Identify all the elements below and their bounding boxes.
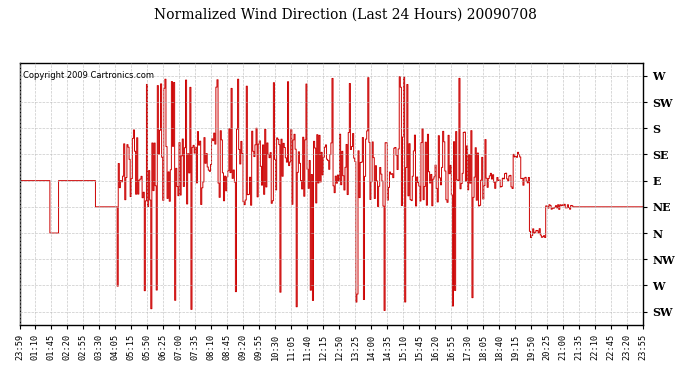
Text: Normalized Wind Direction (Last 24 Hours) 20090708: Normalized Wind Direction (Last 24 Hours… bbox=[154, 8, 536, 21]
Text: Copyright 2009 Cartronics.com: Copyright 2009 Cartronics.com bbox=[23, 70, 154, 80]
